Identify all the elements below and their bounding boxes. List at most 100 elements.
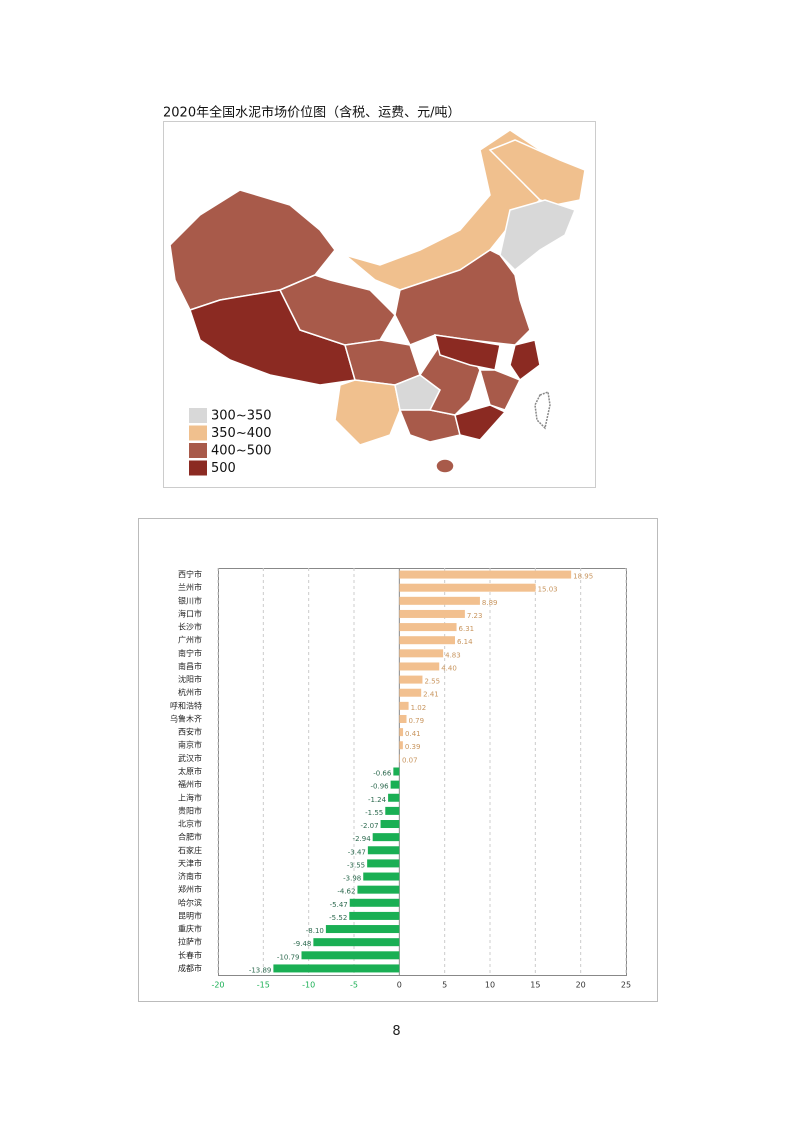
bar <box>325 925 400 934</box>
value-label: -3.98 <box>343 875 361 883</box>
x-tick-label: -5 <box>350 981 358 990</box>
value-label: -3.47 <box>348 848 366 856</box>
map <box>169 129 586 474</box>
value-label: 8.89 <box>482 599 498 607</box>
value-label: 6.31 <box>459 625 475 633</box>
bar <box>301 951 400 960</box>
category-label: 兰州市 <box>178 582 202 592</box>
value-label: -1.55 <box>365 809 383 817</box>
region <box>479 369 522 411</box>
category-label: 郑州市 <box>178 884 202 894</box>
legend-swatch <box>189 425 207 441</box>
x-tick-label: 20 <box>576 981 586 990</box>
legend-label: 300~350 <box>211 409 272 424</box>
bar <box>349 911 400 920</box>
category-label: 呼和浩特 <box>170 700 202 710</box>
bar <box>399 649 444 658</box>
bar <box>399 701 409 710</box>
region <box>499 199 576 272</box>
bar <box>399 623 457 632</box>
category-label: 贵阳市 <box>178 805 202 815</box>
bar <box>363 872 400 881</box>
x-tick-label: 0 <box>397 981 402 990</box>
category-label: 南宁市 <box>178 648 202 658</box>
bar <box>399 688 422 697</box>
category-label: 成都市 <box>178 963 202 973</box>
bar <box>385 806 400 815</box>
x-tick-label: 15 <box>530 981 540 990</box>
value-label: -2.94 <box>353 835 372 843</box>
category-label: 天津市 <box>178 858 202 868</box>
bar <box>399 741 403 750</box>
category-label: 西宁市 <box>178 569 202 579</box>
value-label: -9.48 <box>293 940 311 948</box>
map-frame <box>163 121 596 488</box>
region <box>394 249 531 346</box>
x-tick-label: 25 <box>621 981 631 990</box>
value-label: -13.89 <box>249 966 272 974</box>
value-label: 7.23 <box>467 612 483 620</box>
region <box>435 458 455 474</box>
x-tick-label: -15 <box>257 981 270 990</box>
category-label: 南昌市 <box>178 661 202 671</box>
category-label: 石家庄 <box>178 845 202 855</box>
bar <box>399 728 404 737</box>
category-label: 乌鲁木齐 <box>170 713 202 723</box>
value-label: 6.14 <box>457 638 473 646</box>
category-label: 拉萨市 <box>178 937 202 947</box>
page-number: 8 <box>392 1024 401 1039</box>
bar <box>357 885 400 894</box>
value-label: -4.62 <box>337 888 355 896</box>
value-label: -5.52 <box>329 914 347 922</box>
bar <box>388 793 400 802</box>
legend-swatch <box>189 443 207 458</box>
region <box>334 379 401 446</box>
value-label: 18.95 <box>573 573 593 581</box>
bar <box>367 846 400 855</box>
bar <box>399 583 536 592</box>
region <box>534 390 551 430</box>
region <box>454 404 507 441</box>
value-label: 1.02 <box>411 704 427 712</box>
bar <box>399 754 400 763</box>
bar <box>399 609 465 618</box>
chart-frame <box>138 518 658 1002</box>
category-label: 哈尔滨 <box>178 897 202 907</box>
value-label: 2.55 <box>424 678 440 686</box>
category-label: 南京市 <box>178 740 202 750</box>
bar <box>390 780 400 789</box>
category-label: 上海市 <box>178 792 202 802</box>
category-label: 武汉市 <box>178 753 202 763</box>
region <box>169 189 336 311</box>
legend-label: 350~400 <box>211 426 272 441</box>
category-label: 杭州市 <box>178 687 202 697</box>
legend-swatch <box>189 460 207 476</box>
legend: 300~350 350~400 400~500 500 <box>189 408 272 476</box>
bar <box>313 938 400 947</box>
value-label: -5.47 <box>330 901 348 909</box>
value-label: 2.41 <box>423 691 439 699</box>
bar <box>273 964 400 973</box>
value-label: -2.07 <box>360 822 378 830</box>
category-label: 银川市 <box>178 595 202 605</box>
bar <box>393 767 400 776</box>
bar <box>367 859 400 868</box>
value-label: -3.55 <box>347 861 365 869</box>
value-label: 15.03 <box>538 586 558 594</box>
category-label: 昆明市 <box>178 910 202 920</box>
value-label: 0.39 <box>405 743 421 751</box>
category-label: 合肥市 <box>178 832 202 842</box>
value-label: 0.41 <box>405 730 421 738</box>
value-label: 0.79 <box>408 717 424 725</box>
bar <box>349 898 400 907</box>
category-label: 沈阳市 <box>178 674 202 684</box>
category-label: 福州市 <box>178 779 202 789</box>
value-label: -0.66 <box>373 770 392 778</box>
x-tick-label: 5 <box>442 981 447 990</box>
bar <box>372 833 400 842</box>
map-title: 2020年全国水泥市场价位图（含税、运费、元/吨） <box>163 105 460 121</box>
category-label: 长春市 <box>178 950 202 960</box>
value-label: -0.96 <box>371 783 390 791</box>
x-tick-label: -10 <box>302 981 315 990</box>
